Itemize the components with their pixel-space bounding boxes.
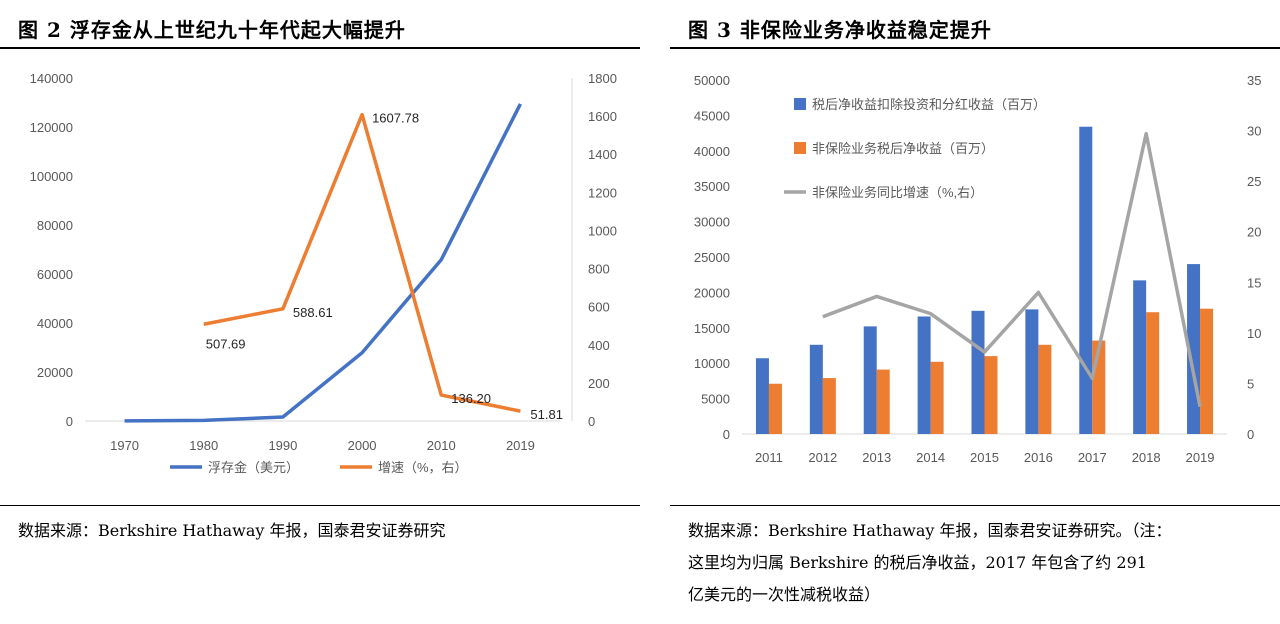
y-right-tick-label: 1600: [588, 109, 617, 124]
y-left-tick-label: 100000: [30, 169, 73, 184]
bar-non-insurance-income: [1146, 312, 1160, 434]
figure-2-chart: 0 20000 40000 60000 80000 100000 120000 140000 0…: [30, 71, 617, 475]
figure-2-top-rule: [0, 47, 640, 49]
bar-non-insurance-income: [1200, 308, 1214, 434]
y-right-tick-label: 1800: [588, 71, 617, 86]
y-left-tick-label: 20000: [37, 365, 73, 380]
bar-net-income-ex-investment: [1133, 280, 1147, 434]
legend-float-label: 浮存金（美元）: [208, 460, 299, 475]
x-tick-label: 2015: [970, 450, 999, 465]
x-tick-label: 2014: [916, 450, 945, 465]
bar-net-income-ex-investment: [971, 310, 985, 434]
y-right-tick-label: 10: [1247, 326, 1261, 341]
y-right-tick-label: 800: [588, 262, 610, 277]
growth-line: [203, 112, 521, 413]
y-right-tick-label: 30: [1247, 124, 1261, 139]
x-tick-label: 2000: [348, 438, 377, 453]
bar-net-income-ex-investment: [917, 316, 931, 434]
figure-2-panel: 图 2 浮存金从上世纪九十年代起大幅提升 0 20000 40000 60000 800…: [0, 18, 640, 540]
figure-3-title: 图 3 非保险业务净收益稳定提升: [688, 18, 992, 42]
y-left-tick-label: 120000: [30, 120, 73, 135]
y-right-tick-label: 0: [588, 414, 595, 429]
legend-non-insurance-label: 非保险业务税后净收益（百万）: [812, 141, 994, 156]
y-right-tick-label: 1400: [588, 147, 617, 162]
growth-data-label: 1607.78: [372, 111, 419, 126]
bar-net-income-ex-investment: [755, 358, 769, 434]
growth-line: [822, 131, 1202, 408]
x-tick-label: 2019: [506, 438, 535, 453]
y-left-tick-label: 80000: [37, 218, 73, 233]
legend-net-income-label: 税后净收益扣除投资和分红收益（百万）: [812, 97, 1046, 112]
x-tick-label: 1970: [110, 438, 139, 453]
x-tick-label: 1980: [189, 438, 218, 453]
growth-data-label: 507.69: [206, 336, 246, 351]
y-left-tick-label: 15000: [694, 321, 730, 336]
figure-3-source: 数据来源：Berkshire Hathaway 年报，国泰君安证券研究。（注： …: [688, 515, 1172, 611]
x-tick-label: 2019: [1186, 450, 1215, 465]
y-right-tick-label: 20: [1247, 225, 1261, 240]
legend-non-insurance-swatch: [794, 142, 806, 154]
figure-3-bottom-rule: [670, 505, 1280, 506]
y-right-tick-label: 35: [1247, 73, 1261, 88]
figure-2-title: 图 2 浮存金从上世纪九十年代起大幅提升: [18, 18, 406, 42]
growth-data-label: 51.81: [530, 407, 563, 422]
figure-3-source-line-2: 这里均为归属 Berkshire 的税后净收益，2017 年包含了约 291: [688, 553, 1147, 572]
y-left-tick-label: 60000: [37, 267, 73, 282]
y-right-tick-label: 600: [588, 300, 610, 315]
y-left-tick-label: 30000: [694, 215, 730, 230]
figure-3-chart: 0 5000 10000 15000 20000 25000 30000 35000 40000…: [694, 73, 1262, 465]
y-right-tick-label: 1200: [588, 185, 617, 200]
figure-3-panel: 图 3 非保险业务净收益稳定提升 0 5000 10000 15000 20000 250…: [670, 0, 1280, 624]
bar-net-income-ex-investment: [809, 344, 823, 434]
y-left-tick-label: 40000: [37, 316, 73, 331]
growth-data-label: 136.20: [451, 391, 491, 406]
bar-non-insurance-income: [1038, 344, 1052, 434]
x-tick-label: 2016: [1024, 450, 1053, 465]
y-right-tick-label: 0: [1247, 427, 1254, 442]
bar-non-insurance-income: [984, 356, 998, 434]
bar-net-income-ex-investment: [863, 326, 877, 434]
y-left-tick-label: 45000: [694, 108, 730, 123]
y-left-tick-label: 25000: [694, 250, 730, 265]
figure-2-source: 数据来源：Berkshire Hathaway 年报，国泰君安证券研究: [18, 521, 446, 540]
x-tick-label: 2017: [1078, 450, 1107, 465]
x-tick-label: 1990: [268, 438, 297, 453]
y-left-tick-label: 35000: [694, 179, 730, 194]
figure-3-source-line-1: 数据来源：Berkshire Hathaway 年报，国泰君安证券研究。（注：: [688, 521, 1172, 540]
y-left-tick-label: 20000: [694, 285, 730, 300]
y-left-tick-label: 40000: [694, 144, 730, 159]
float-line: [124, 103, 522, 423]
y-right-tick-label: 1000: [588, 223, 617, 238]
y-right-tick-label: 400: [588, 338, 610, 353]
figure-3-source-line-3: 亿美元的一次性减税收益）: [688, 585, 881, 604]
legend-growth-label: 非保险业务同比增速（%,右）: [812, 185, 983, 200]
x-tick-label: 2012: [808, 450, 837, 465]
bar-non-insurance-income: [876, 369, 890, 434]
y-left-tick-label: 0: [723, 427, 730, 442]
bar-net-income-ex-investment: [1025, 309, 1039, 434]
figure-3-top-rule: [670, 47, 1280, 49]
legend-net-income-swatch: [794, 98, 806, 110]
y-right-tick-label: 15: [1247, 275, 1261, 290]
y-left-tick-label: 50000: [694, 73, 730, 88]
y-left-tick-label: 10000: [694, 356, 730, 371]
bar-net-income-ex-investment: [1079, 126, 1093, 434]
growth-data-label: 588.61: [293, 305, 333, 320]
x-tick-label: 2013: [862, 450, 891, 465]
y-left-tick-label: 0: [66, 414, 73, 429]
bar-non-insurance-income: [822, 378, 836, 434]
bar-non-insurance-income: [768, 383, 782, 434]
x-tick-label: 2018: [1132, 450, 1161, 465]
y-right-tick-label: 5: [1247, 376, 1254, 391]
y-right-tick-label: 200: [588, 376, 610, 391]
y-left-tick-label: 140000: [30, 71, 73, 86]
x-tick-label: 2011: [755, 450, 783, 465]
legend-growth-label: 增速（%，右）: [378, 460, 468, 475]
x-tick-label: 2010: [427, 438, 456, 453]
y-left-tick-label: 5000: [701, 392, 730, 407]
y-right-tick-label: 25: [1247, 174, 1261, 189]
figure-2-bottom-rule: [0, 505, 640, 506]
bar-non-insurance-income: [930, 361, 944, 434]
